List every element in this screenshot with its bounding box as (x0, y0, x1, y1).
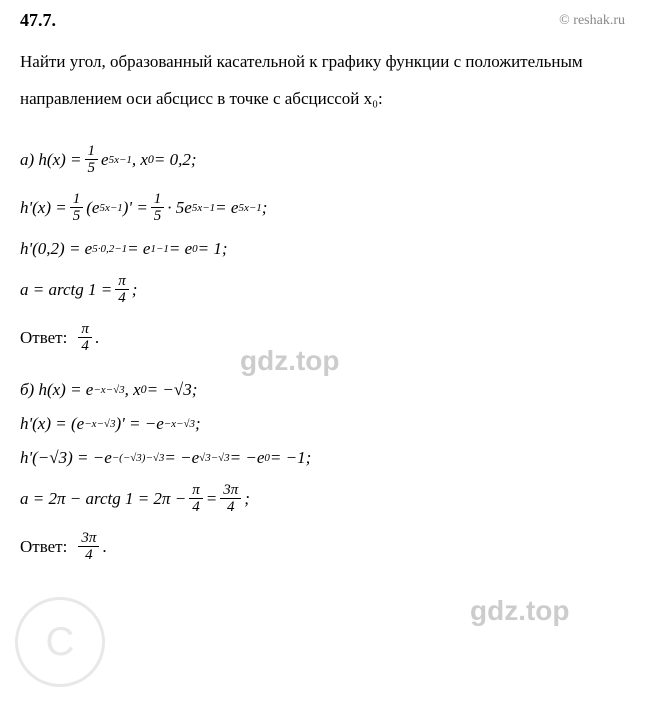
copyright: © reshak.ru (559, 13, 625, 29)
watermark-text-2: gdz.top (470, 595, 570, 627)
part-a-answer: Ответ: π 4 . (20, 321, 625, 355)
part-a-line2: h'(x) = 1 5 (e5x−1 )' = 1 5 · 5e5x−1 = e… (20, 191, 625, 225)
part-a-line1: а) h(x) = 1 5 e5x−1 , x0 = 0,2; (20, 143, 625, 177)
part-a-line4: a = arctg 1 = π 4 ; (20, 273, 625, 307)
part-b-line3: h'(−√3) = −e−(−√3)−√3 = −e√3−√3 = −e0 = … (20, 448, 625, 468)
problem-number: 47.7. (20, 10, 56, 31)
part-b-line1: б) h(x) = e−x−√3 , x0 = −√3; (20, 380, 625, 400)
problem-statement: Найти угол, образованный касательной к г… (20, 43, 625, 118)
part-b-line2: h'(x) = (e−x−√3 )' = −e−x−√3 ; (20, 414, 625, 434)
part-a-line3: h'(0,2) = e5·0,2−1 = e1−1 = e0 = 1; (20, 239, 625, 259)
part-b-line4: a = 2π − arctg 1 = 2π − π 4 = 3π 4 ; (20, 482, 625, 516)
part-b-answer: Ответ: 3π 4 . (20, 530, 625, 564)
watermark-circle: C (15, 597, 105, 687)
header: 47.7. © reshak.ru (20, 10, 625, 31)
